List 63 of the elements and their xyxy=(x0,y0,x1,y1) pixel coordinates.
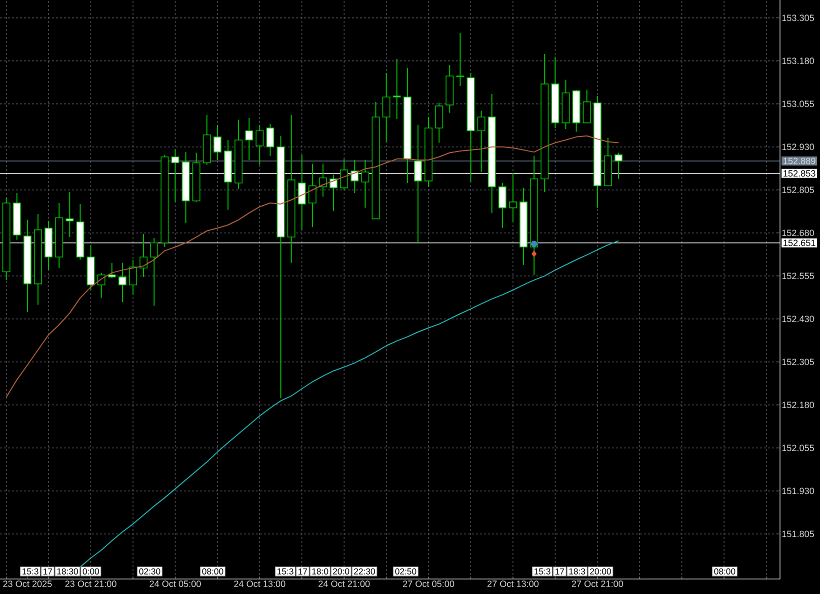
annotation: 15:3 xyxy=(278,568,294,574)
candlestick xyxy=(392,58,401,120)
x-tick-label: 24 Oct 21:00 xyxy=(318,580,370,588)
annotation: 15:3 xyxy=(534,568,550,574)
candlestick xyxy=(308,163,316,228)
annotation: 15:3 xyxy=(22,568,38,574)
annotation: 0:00 xyxy=(82,568,99,574)
x-tick-label: 24 Oct 13:00 xyxy=(234,580,286,588)
annotation: 22:30 xyxy=(354,568,375,574)
candlestick xyxy=(108,262,116,278)
ref-line-label: 152.853 xyxy=(784,170,816,177)
annotation: 20:0 xyxy=(333,568,350,574)
ref-line-label: 152.651 xyxy=(784,240,816,246)
candlestick xyxy=(582,89,591,124)
annotation: 18:30 xyxy=(57,568,78,574)
y-tick-label: 152.555 xyxy=(782,272,814,280)
x-tick-label: 24 Oct 05:00 xyxy=(150,580,201,588)
annotation: 18:3 xyxy=(569,568,586,574)
annotation: 17 xyxy=(298,568,308,574)
candlestick xyxy=(508,172,517,222)
annotation: 17 xyxy=(556,568,564,574)
candlestick xyxy=(456,32,464,87)
candlestick xyxy=(340,158,348,190)
y-tick-label: 151.930 xyxy=(782,488,814,494)
candlestick xyxy=(245,117,254,160)
candlestick xyxy=(256,124,264,166)
annotation: 02:50 xyxy=(395,568,416,574)
annotation: 08:00 xyxy=(202,568,224,574)
candlestick xyxy=(118,262,126,303)
y-tick-label: 152.305 xyxy=(782,358,814,366)
annotation: 02:30 xyxy=(139,568,160,574)
candlestick xyxy=(361,159,370,208)
x-tick-label: 23 Oct 2025 xyxy=(3,580,52,588)
y-tick-label: 152.930 xyxy=(782,144,814,150)
y-tick-label: 152.805 xyxy=(782,186,814,194)
candlestick xyxy=(129,259,137,296)
y-tick-label: 152.680 xyxy=(782,230,814,236)
candlestick xyxy=(477,110,486,173)
annotation: 20:00 xyxy=(590,568,611,574)
y-tick-label: 151.805 xyxy=(782,530,814,538)
y-tick-label: 152.180 xyxy=(782,402,814,408)
x-tick-label: 27 Oct 05:00 xyxy=(403,580,454,588)
candlestick xyxy=(66,191,74,238)
candlestick xyxy=(435,102,444,144)
annotation: 18:0 xyxy=(312,568,328,574)
y-tick-label: 153.180 xyxy=(782,58,814,64)
x-tick-label: 23 Oct 21:00 xyxy=(65,580,116,588)
y-tick-label: 153.305 xyxy=(782,14,814,22)
candlestick xyxy=(97,272,106,298)
ref-line-label: 152.889 xyxy=(784,158,816,164)
candlestick xyxy=(150,238,158,306)
annotation: 08:00 xyxy=(714,568,736,574)
annotation: 17 xyxy=(44,568,52,574)
y-tick-label: 152.055 xyxy=(782,444,814,452)
x-tick-label: 27 Oct 21:00 xyxy=(572,580,623,588)
candlestick xyxy=(266,123,274,156)
y-tick-label: 153.055 xyxy=(782,100,814,108)
y-tick-label: 152.430 xyxy=(782,316,814,322)
candlestick xyxy=(498,182,506,229)
x-tick-label: 27 Oct 13:00 xyxy=(487,580,539,588)
candlestick xyxy=(213,124,222,160)
candlestick xyxy=(382,72,390,142)
candlestick xyxy=(140,233,148,278)
